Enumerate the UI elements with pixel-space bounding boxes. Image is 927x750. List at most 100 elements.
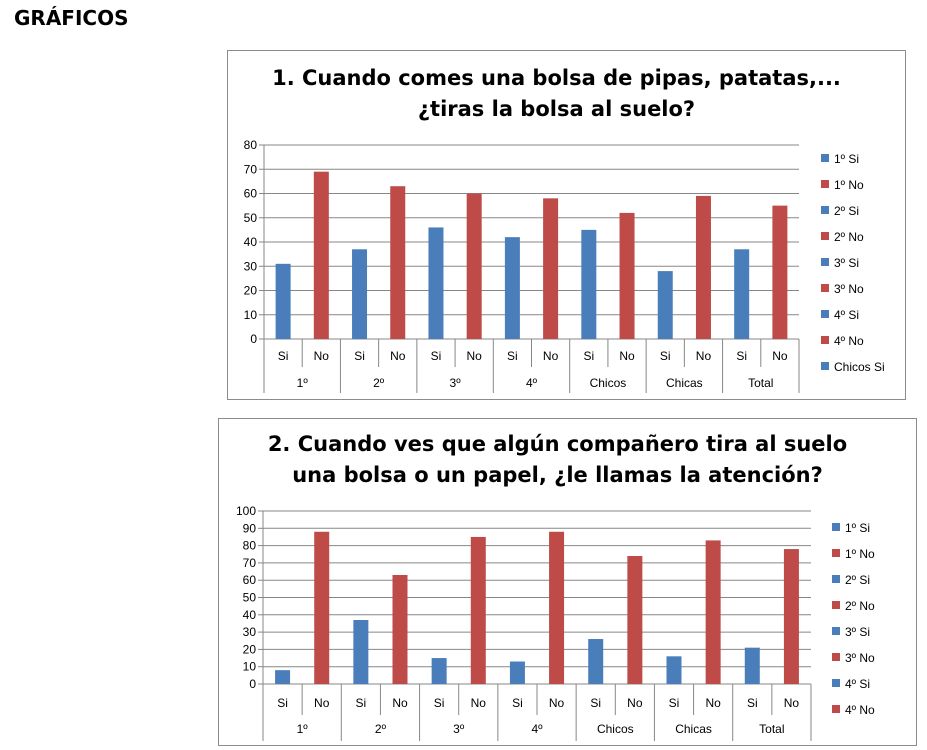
- legend-label: 2º No: [834, 230, 864, 244]
- y-tick-label: 0: [250, 332, 257, 346]
- legend-label: Chicos Si: [834, 360, 885, 374]
- x-subcategory-label: No: [784, 696, 800, 710]
- y-tick-label: 30: [244, 259, 258, 273]
- x-subcategory-label: No: [390, 349, 406, 363]
- y-tick-label: 60: [243, 573, 257, 587]
- y-tick-label: 0: [249, 677, 256, 691]
- x-subcategory-label: No: [772, 349, 788, 363]
- y-tick-label: 10: [243, 660, 257, 674]
- chart-1-title: 1. Cuando comes una bolsa de pipas, pata…: [228, 63, 905, 125]
- bar-si-4: [504, 237, 520, 339]
- legend-label: 4º Si: [845, 677, 870, 691]
- legend-label: 1º Si: [845, 521, 870, 535]
- legend-swatch: [832, 601, 840, 609]
- bar-no-4: [543, 198, 559, 339]
- y-tick-label: 60: [244, 187, 258, 201]
- legend-label: 4º Si: [834, 308, 859, 322]
- x-subcategory-label: No: [471, 696, 487, 710]
- legend-swatch: [821, 336, 829, 344]
- bar-no-7: [783, 549, 799, 684]
- x-subcategory-label: Si: [431, 349, 442, 363]
- chart-2-body: 0 10 20 30 40 50 60 70 80 90 100 Si No 1º Si No 2º Si No 3º…: [236, 504, 812, 741]
- x-group-label: Chicos: [590, 376, 627, 390]
- bar-si-3: [428, 227, 444, 339]
- x-group-label: 4º: [531, 722, 543, 736]
- x-subcategory-label: No: [314, 349, 330, 363]
- legend-label: 4º No: [834, 334, 864, 348]
- x-group-label: 4º: [526, 376, 538, 390]
- bar-no-2: [392, 575, 408, 684]
- x-subcategory-label: Si: [277, 696, 288, 710]
- bar-si-3: [431, 658, 447, 684]
- chart-2-title: 2. Cuando ves que algún compañero tira a…: [219, 429, 916, 491]
- legend-label: 3º Si: [834, 256, 859, 270]
- legend-label: 3º Si: [845, 625, 870, 639]
- x-subcategory-label: Si: [356, 696, 367, 710]
- x-group-label: Chicas: [675, 722, 712, 736]
- legend-label: 1º No: [834, 178, 864, 192]
- bar-si-7: [734, 249, 750, 339]
- x-group-label: 1º: [297, 376, 309, 390]
- y-tick-label: 80: [243, 539, 257, 553]
- bar-si-5: [581, 229, 597, 339]
- y-tick-label: 50: [244, 211, 258, 225]
- x-subcategory-label: No: [549, 696, 565, 710]
- legend-label: 1º Si: [834, 152, 859, 166]
- bar-no-5: [619, 212, 635, 339]
- y-tick-label: 50: [243, 591, 257, 605]
- chart-1-legend: 1º Si 1º No 2º Si 2º No 3º Si 3º No 4º Si 4º No…: [821, 152, 885, 374]
- y-tick-label: 20: [244, 284, 258, 298]
- x-subcategory-label: Si: [736, 349, 747, 363]
- legend-label: 1º No: [845, 547, 875, 561]
- bar-si-4: [509, 661, 525, 684]
- page-heading: GRÁFICOS: [14, 6, 129, 30]
- chart-2-title-line-1: 2. Cuando ves que algún compañero tira a…: [267, 432, 848, 456]
- y-tick-label: 90: [243, 521, 257, 535]
- chart-1-body: 0 10 20 30 40 50 60 70 80 Si No 1º Si No 2º Si No 3º Si No 4…: [244, 138, 800, 393]
- bar-no-4: [549, 531, 565, 684]
- chart-2-legend: 1º Si 1º No 2º Si 2º No 3º Si 3º No 4º Si 4º No: [832, 521, 875, 717]
- y-tick-label: 40: [244, 235, 258, 249]
- legend-swatch: [821, 284, 829, 292]
- bar-si-1: [275, 670, 291, 684]
- x-group-label: 3º: [450, 376, 462, 390]
- legend-swatch: [821, 180, 829, 188]
- x-group-label: 2º: [373, 376, 385, 390]
- x-group-label: Chicas: [666, 376, 703, 390]
- chart-1-frame: 1. Cuando comes una bolsa de pipas, pata…: [227, 50, 906, 400]
- y-tick-label: 100: [236, 504, 256, 518]
- x-subcategory-label: No: [627, 696, 643, 710]
- x-subcategory-label: No: [314, 696, 330, 710]
- legend-swatch: [832, 523, 840, 531]
- y-tick-label: 10: [244, 308, 258, 322]
- legend-swatch: [821, 232, 829, 240]
- bar-si-6: [657, 271, 673, 339]
- bar-si-2: [353, 619, 369, 684]
- legend-swatch: [821, 154, 829, 162]
- x-group-label: 2º: [375, 722, 387, 736]
- legend-swatch: [821, 258, 829, 266]
- x-subcategory-label: Si: [669, 696, 680, 710]
- legend-label: 2º No: [845, 599, 875, 613]
- bar-si-2: [352, 249, 368, 339]
- x-group-label: Chicos: [597, 722, 634, 736]
- legend-swatch: [832, 705, 840, 713]
- legend-swatch: [832, 575, 840, 583]
- chart-1-title-line-2: ¿tiras la bolsa al suelo?: [417, 97, 696, 121]
- x-subcategory-label: No: [696, 349, 712, 363]
- legend-swatch: [821, 310, 829, 318]
- x-subcategory-label: Si: [354, 349, 365, 363]
- x-subcategory-label: Si: [512, 696, 523, 710]
- bar-si-5: [588, 639, 604, 684]
- x-group-label: 3º: [453, 722, 465, 736]
- y-tick-label: 80: [244, 138, 258, 152]
- bar-no-2: [390, 186, 406, 339]
- legend-swatch: [832, 549, 840, 557]
- chart-2-frame: 2. Cuando ves que algún compañero tira a…: [218, 418, 917, 746]
- bar-no-5: [627, 555, 643, 684]
- legend-label: 3º No: [845, 651, 875, 665]
- legend-swatch: [821, 362, 829, 370]
- x-group-label: Total: [759, 722, 784, 736]
- x-subcategory-label: Si: [660, 349, 671, 363]
- bar-no-3: [466, 193, 482, 339]
